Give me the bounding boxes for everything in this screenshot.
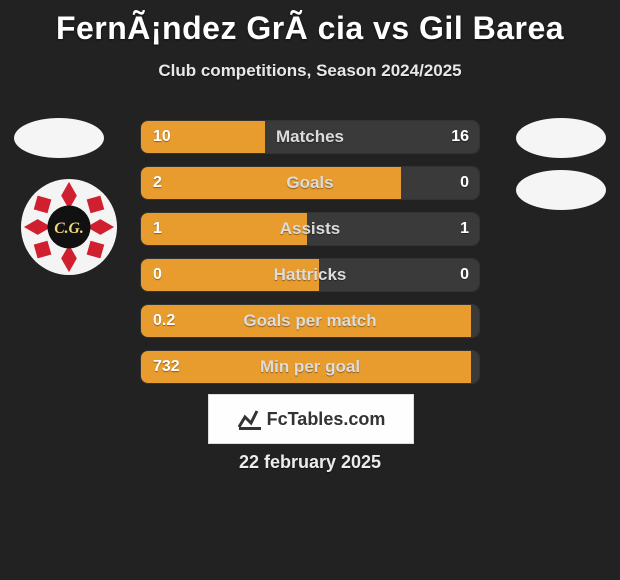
- svg-text:C.G.: C.G.: [54, 220, 84, 237]
- team-logo-placeholder-2: [516, 118, 606, 158]
- stat-bar-right: [307, 213, 479, 245]
- date-text: 22 february 2025: [0, 452, 620, 473]
- team-logo-placeholder-3: [516, 170, 606, 210]
- stat-row: Goals20: [140, 166, 480, 200]
- subtitle: Club competitions, Season 2024/2025: [0, 61, 620, 81]
- stat-bar-left: [141, 213, 309, 245]
- club-badge: C.G.: [20, 178, 118, 276]
- stat-row: Goals per match0.2: [140, 304, 480, 338]
- comparison-bars: Matches1016 Goals20 Assists11 Hattricks00 Go…: [140, 120, 480, 396]
- stat-bar-left: [141, 259, 321, 291]
- stat-bar-left: [141, 351, 473, 383]
- stat-bar-left: [141, 167, 403, 199]
- stat-row: Assists11: [140, 212, 480, 246]
- page-title: FernÃ¡ndez GrÃ cia vs Gil Barea: [0, 0, 620, 47]
- brand-box: FcTables.com: [208, 394, 414, 444]
- team-logo-placeholder-1: [14, 118, 104, 158]
- stat-bar-left: [141, 305, 473, 337]
- brand-text: FcTables.com: [267, 409, 386, 430]
- stat-bar-right: [265, 121, 479, 153]
- stat-row: Min per goal732: [140, 350, 480, 384]
- stat-bar-right: [319, 259, 479, 291]
- brand-icon: [237, 407, 263, 431]
- stat-bar-right: [401, 167, 479, 199]
- stat-row: Matches1016: [140, 120, 480, 154]
- stat-row: Hattricks00: [140, 258, 480, 292]
- stat-bar-left: [141, 121, 267, 153]
- stat-bar-right: [471, 305, 479, 337]
- stat-bar-right: [471, 351, 479, 383]
